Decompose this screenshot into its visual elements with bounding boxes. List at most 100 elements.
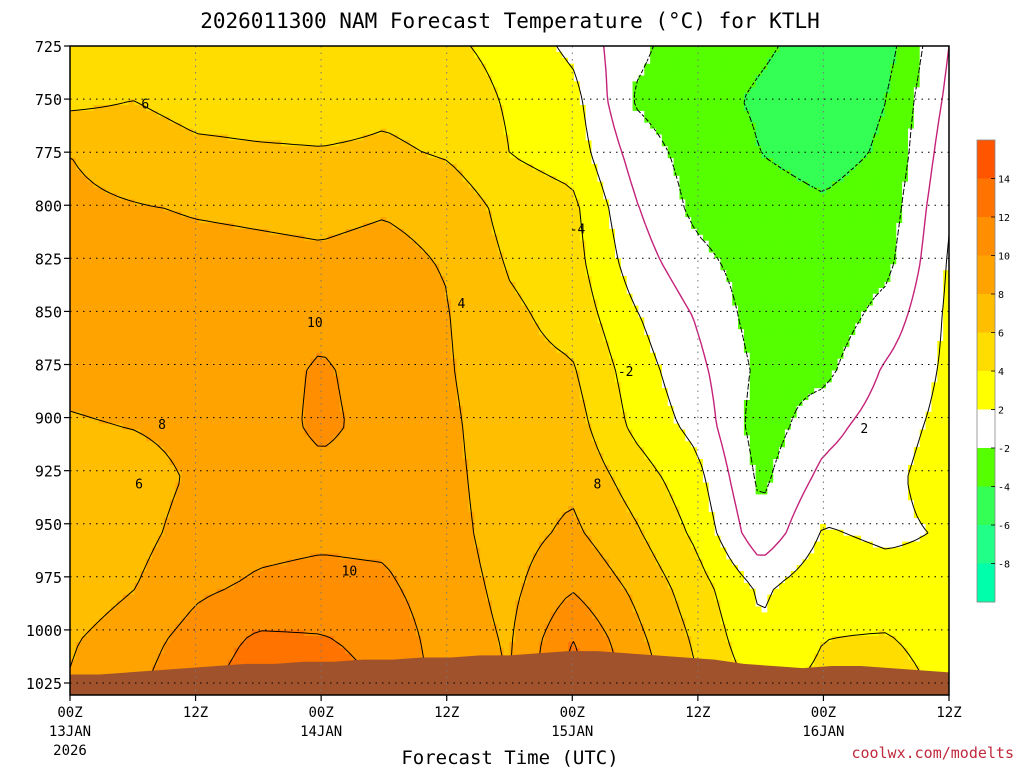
temperature-cell xyxy=(521,57,528,65)
temperature-cell xyxy=(204,240,212,248)
temperature-cell xyxy=(105,93,112,100)
temperature-cell xyxy=(134,223,141,230)
temperature-cell xyxy=(632,140,640,147)
temperature-cell xyxy=(181,152,188,159)
temperature-cell xyxy=(644,169,651,177)
temperature-cell xyxy=(251,122,259,130)
temperature-cell xyxy=(843,57,850,65)
temperature-cell xyxy=(849,75,856,82)
temperature-cell xyxy=(814,105,821,112)
temperature-cell xyxy=(134,75,141,82)
temperature-cell xyxy=(738,217,745,224)
temperature-cell xyxy=(878,217,886,224)
temperature-cell xyxy=(75,199,83,206)
temperature-cell xyxy=(345,158,352,165)
temperature-cell xyxy=(691,69,698,77)
temperature-cell xyxy=(222,122,229,130)
temperature-cell xyxy=(861,75,868,82)
temperature-cell xyxy=(907,217,915,224)
temperature-cell xyxy=(357,105,364,112)
temperature-cell xyxy=(679,81,686,88)
temperature-cell xyxy=(421,116,429,124)
temperature-cell xyxy=(474,81,481,88)
temperature-cell xyxy=(708,63,716,71)
temperature-cell xyxy=(140,51,147,59)
temperature-cell xyxy=(667,99,675,106)
temperature-cell xyxy=(169,134,177,141)
temperature-cell xyxy=(140,105,147,112)
temperature-cell xyxy=(157,69,165,77)
temperature-cell xyxy=(831,87,839,94)
temperature-cell xyxy=(667,116,675,124)
temperature-cell xyxy=(831,128,839,136)
temperature-cell xyxy=(890,169,897,177)
temperature-cell xyxy=(726,51,733,59)
temperature-cell xyxy=(187,181,194,189)
temperature-cell xyxy=(673,193,681,200)
temperature-cell xyxy=(732,46,739,53)
temperature-cell xyxy=(825,234,833,242)
temperature-cell xyxy=(257,140,264,147)
temperature-cell xyxy=(456,75,464,82)
temperature-cell xyxy=(111,51,118,59)
temperature-cell xyxy=(175,122,182,130)
temperature-cell xyxy=(579,211,587,218)
temperature-cell xyxy=(732,199,739,206)
temperature-cell xyxy=(157,116,165,124)
temperature-cell xyxy=(169,164,177,171)
temperature-cell xyxy=(831,234,839,242)
temperature-cell xyxy=(902,152,909,159)
temperature-cell xyxy=(351,63,358,71)
temperature-cell xyxy=(169,152,177,159)
temperature-cell xyxy=(538,93,546,100)
temperature-cell xyxy=(327,240,335,248)
temperature-cell xyxy=(614,158,622,165)
temperature-cell xyxy=(919,217,927,224)
temperature-cell xyxy=(198,164,206,171)
temperature-cell xyxy=(105,57,112,65)
temperature-cell xyxy=(239,223,247,230)
temperature-cell xyxy=(773,87,780,94)
temperature-cell xyxy=(784,211,792,218)
temperature-cell xyxy=(790,234,798,242)
temperature-cell xyxy=(474,75,481,82)
temperature-cell xyxy=(468,99,475,106)
temperature-cell xyxy=(691,181,698,189)
temperature-cell xyxy=(163,75,171,82)
temperature-cell xyxy=(644,105,651,112)
temperature-cell xyxy=(579,134,587,141)
temperature-cell xyxy=(661,110,669,118)
temperature-cell xyxy=(825,199,833,206)
temperature-cell xyxy=(421,164,429,171)
temperature-cell xyxy=(503,217,511,224)
temperature-cell xyxy=(439,122,446,130)
temperature-cell xyxy=(527,164,534,171)
temperature-cell xyxy=(304,146,311,153)
temperature-cell xyxy=(386,51,393,59)
temperature-cell xyxy=(175,169,182,177)
temperature-cell xyxy=(152,57,159,65)
temperature-cell xyxy=(831,152,839,159)
temperature-cell xyxy=(691,199,698,206)
temperature-cell xyxy=(427,205,434,212)
temperature-cell xyxy=(732,81,739,88)
temperature-cell xyxy=(720,75,727,82)
temperature-cell xyxy=(890,134,897,141)
temperature-cell xyxy=(515,228,522,236)
temperature-cell xyxy=(685,164,692,171)
temperature-cell xyxy=(825,175,833,183)
temperature-cell xyxy=(527,105,534,112)
temperature-cell xyxy=(943,57,949,65)
temperature-cell xyxy=(702,164,710,171)
temperature-cell xyxy=(345,75,352,82)
temperature-cell xyxy=(263,93,270,100)
temperature-cell xyxy=(398,152,405,159)
temperature-cell xyxy=(609,140,616,147)
temperature-cell xyxy=(111,234,118,242)
temperature-cell xyxy=(708,105,716,112)
temperature-cell xyxy=(802,175,809,183)
temperature-cell xyxy=(81,116,89,124)
temperature-cell xyxy=(140,187,147,195)
temperature-cell xyxy=(808,128,815,136)
temperature-cell xyxy=(925,63,933,71)
